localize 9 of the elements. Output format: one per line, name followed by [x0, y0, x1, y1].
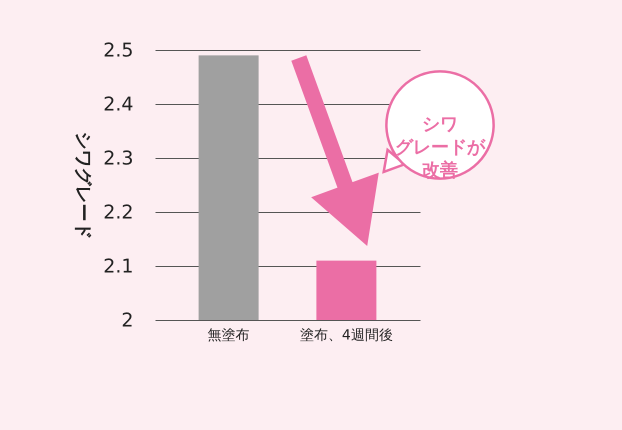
y-axis-title: シワグレード: [72, 132, 94, 240]
y-tick-label: 2.3: [103, 148, 134, 170]
x-tick-label: 無塗布: [208, 328, 250, 344]
y-tick-label: 2: [121, 310, 134, 332]
x-tick-label: 塗布、4週間後: [300, 328, 393, 344]
y-tick-label: 2.5: [103, 40, 134, 62]
y-tick-label: 2.4: [103, 94, 134, 116]
y-tick-label: 2.1: [103, 256, 134, 278]
y-tick-label: 2.2: [103, 202, 134, 224]
